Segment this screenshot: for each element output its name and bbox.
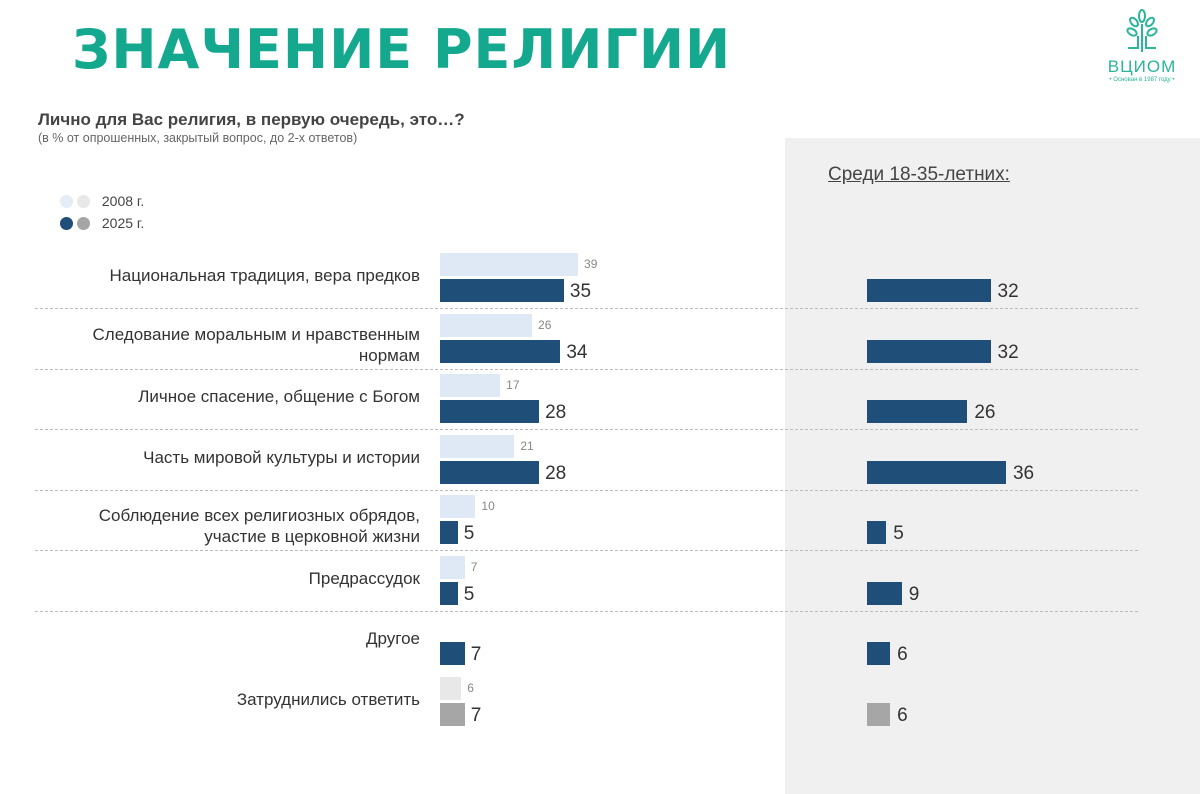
logo-tagline: • Основан в 1987 году • [1109, 77, 1175, 83]
value-youth: 32 [997, 341, 1019, 363]
bar-2025 [440, 279, 564, 302]
legend-label: 2008 г. [101, 193, 145, 209]
value-2008: 10 [481, 499, 495, 513]
value-youth: 5 [893, 523, 904, 544]
bar-2008 [440, 253, 579, 276]
row-separator [35, 308, 1138, 309]
question-note: (в % от опрошенных, закрытый вопрос, до … [38, 131, 358, 145]
value-2025: 34 [566, 341, 588, 363]
bar-2008 [440, 434, 515, 458]
value-2008: 17 [506, 378, 520, 392]
bar-2025 [440, 581, 458, 605]
bar-2008 [440, 555, 465, 579]
bar-2008 [440, 313, 533, 337]
value-youth: 32 [997, 281, 1019, 302]
value-youth: 9 [908, 583, 920, 605]
question: Личнo для Вас религия, в первую очередь,… [38, 110, 465, 129]
bar-2008 [440, 374, 501, 397]
value-2025: 28 [545, 402, 567, 423]
row-separator [35, 429, 1138, 430]
bar-2025 [440, 339, 561, 363]
bar-2025 [440, 702, 465, 726]
bar-youth [867, 581, 902, 605]
bar-youth [867, 279, 991, 302]
legend-2008: 2008 г. [60, 193, 144, 209]
bar-youth [867, 400, 968, 423]
category-label: Следование моральным и нравственным норм… [92, 324, 420, 365]
bar-2008 [440, 676, 462, 700]
value-2025: 5 [463, 583, 475, 605]
value-2008: 26 [538, 317, 552, 332]
legend-label: 2025 г. [101, 215, 145, 231]
value-youth: 36 [1012, 462, 1035, 484]
bar-2025 [440, 460, 540, 484]
youth-subtitle: Среди 18-35-летних: [828, 164, 1010, 185]
row-separator [35, 550, 1138, 551]
bar-2008 [440, 495, 476, 518]
value-2025: 7 [470, 644, 482, 665]
bar-youth [867, 460, 1006, 484]
category-label: Соблюдение всех религиозных обрядов, уча… [98, 506, 420, 546]
category-label: Национальная традиция, вера предков [109, 266, 420, 285]
bar-2025 [440, 521, 458, 544]
bar-2025 [440, 400, 540, 423]
category-label: Затруднились ответить [236, 689, 420, 709]
logo-name: ВЦИОМ [1107, 57, 1177, 76]
value-youth: 6 [897, 704, 908, 726]
value-2008: 6 [467, 680, 474, 695]
value-youth: 6 [897, 644, 908, 665]
category-label: Часть мировой культуры и истории [143, 447, 420, 467]
value-2008: 21 [520, 438, 534, 453]
bar-youth [867, 339, 991, 363]
bar-2025 [440, 642, 465, 665]
bar-youth [867, 642, 891, 665]
logo: ВЦИОМ • Основан в 1987 году • [1094, 8, 1190, 83]
value-2008: 39 [584, 257, 598, 271]
bar-youth [867, 702, 891, 726]
value-2008: 7 [470, 559, 478, 574]
value-youth: 26 [974, 402, 996, 423]
category-label: Личное спасение, общение с Богом [138, 387, 420, 406]
legend-2025: 2025 г. [60, 215, 144, 231]
value-2025: 5 [463, 523, 475, 544]
tree-icon [1126, 9, 1158, 52]
row-separator [35, 368, 1138, 370]
category-label: Предрассудок [308, 568, 420, 588]
page-title: ЗНАЧЕНИЕ РЕЛИГИИ [72, 18, 732, 81]
category-label: Другое [365, 629, 420, 648]
value-2025: 28 [545, 462, 567, 484]
bar-youth [867, 521, 887, 544]
row-separator [35, 610, 1138, 612]
row-separator [35, 489, 1138, 491]
value-2025: 35 [569, 281, 592, 302]
value-2025: 7 [470, 704, 482, 726]
